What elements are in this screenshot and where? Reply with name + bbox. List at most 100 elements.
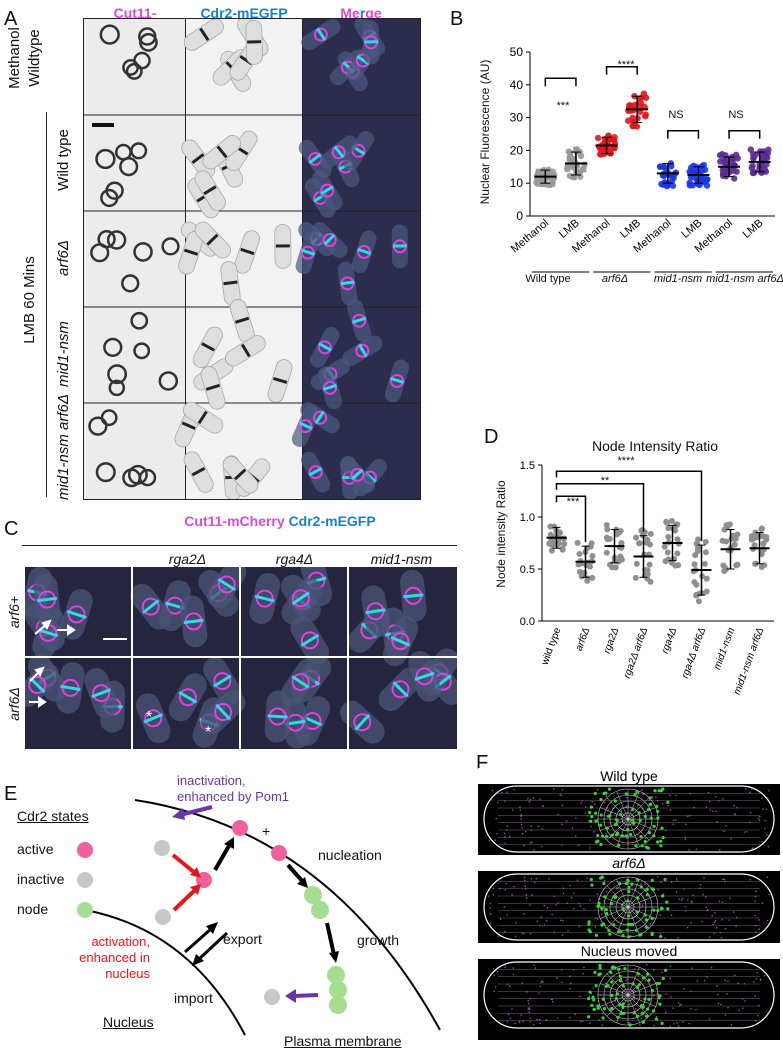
membrane-point [488,895,490,897]
cdr2-band [181,421,196,430]
cdr2-band [217,577,236,592]
node-point [618,813,623,817]
membrane-point [596,918,599,920]
node-point [627,885,631,890]
membrane-point [706,976,708,978]
membrane-point [676,878,678,880]
membrane-point [511,894,513,896]
data-point [665,525,672,532]
data-point [637,100,645,107]
membrane-point [724,881,726,883]
membrane-point [716,927,718,929]
membrane-point [651,797,654,799]
membrane-point [511,1008,513,1010]
membrane-point [725,824,727,827]
membrane-point [683,988,685,990]
membrane-point [488,839,490,842]
membrane-point [702,893,704,896]
membrane-point [509,985,511,987]
node-point [658,1002,662,1006]
node-point [641,1020,645,1024]
membrane-point [690,900,693,902]
membrane-point [500,918,502,920]
data-point [635,540,642,547]
cdr2-band [36,596,58,603]
membrane-point [711,915,713,917]
data-point [762,168,770,175]
membrane-point [655,1015,658,1018]
membrane-point [625,805,627,807]
panel-c-header-cut11: Cut11-mCherry [184,513,285,529]
data-point [627,102,634,110]
membrane-point [567,930,569,932]
membrane-point [562,892,565,895]
membrane-point [743,831,746,833]
membrane-point [588,995,590,997]
membrane-point [653,1024,655,1027]
membrane-point [496,801,499,804]
membrane-point [582,1020,584,1022]
node-point [648,803,652,807]
membrane-point [669,794,671,796]
membrane-point [583,908,585,910]
sim-cell [483,961,775,1029]
membrane-point [491,789,494,792]
membrane-point [509,1017,512,1020]
membrane-point [768,893,770,896]
membrane-point [626,978,628,980]
membrane-point [522,1020,524,1022]
membrane-point [671,881,673,883]
panel-a-letter: A [4,8,18,30]
sig-bracket [555,470,703,542]
data-point [734,531,741,538]
membrane-point [717,993,719,996]
node-point [651,1009,656,1013]
node-point [587,922,591,926]
membrane-point [679,1004,681,1007]
membrane-point [656,799,659,802]
membrane-point [593,819,595,821]
membrane-point [728,919,730,921]
membrane-point [733,911,735,913]
membrane-point [529,933,532,935]
membrane-point [672,1007,674,1009]
merge-band [323,233,336,246]
membrane-point [718,800,720,802]
membrane-point [753,981,755,983]
node-point [657,789,661,793]
membrane-point [715,810,717,812]
membrane-point [767,797,769,799]
membrane-point [513,886,515,888]
data-point [632,574,639,581]
nucleus [213,672,232,691]
nucleus-ring [130,311,149,330]
node-point [639,933,643,937]
node-point [596,833,600,838]
membrane-point [754,995,756,997]
node-point [643,814,647,818]
membrane-point [524,830,527,833]
membrane-point [709,809,712,811]
node-point [653,789,657,793]
node-point [660,826,664,830]
panel-e-growth: growth [357,932,400,948]
panel-f-title-1: Wild type [478,768,780,784]
node-point [630,818,634,822]
membrane-point [705,906,708,909]
node-point [666,907,670,911]
nucleus-spoke [627,895,656,908]
cdr2-band [291,591,310,606]
merge-nucleus [322,233,337,248]
membrane-point [720,937,722,939]
membrane-point [712,810,714,812]
membrane-point [691,901,693,903]
membrane-point [506,829,508,831]
membrane-point [561,789,564,791]
membrane-point [523,845,525,847]
membrane-point [724,1014,727,1016]
merge-band [392,244,407,248]
cdr2-band [285,719,306,726]
data-point [576,550,583,557]
data-point [691,561,698,568]
membrane-point [757,1015,759,1017]
